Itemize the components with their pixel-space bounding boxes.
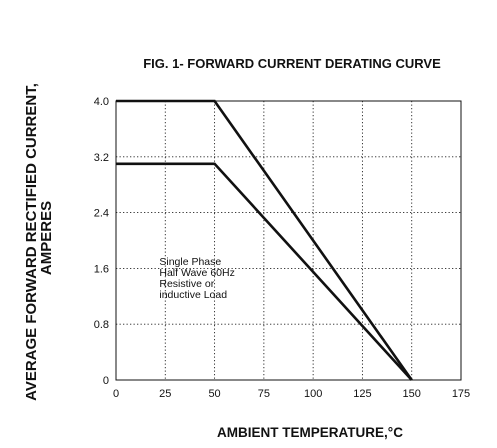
y-tick-label-2: 1.6 [94,263,109,275]
y-axis-label-line-1: AVERAGE FORWARD RECTIFIED CURRENT, [23,83,40,401]
series-group [116,99,413,381]
y-tick-label-5: 4.0 [94,96,109,108]
annotation-line-4: inductive Load [159,289,227,301]
x-tick-label-5: 125 [353,388,371,400]
x-axis-label: AMBIENT TEMPERATURE,°C [217,425,403,440]
annotation-line-3: Resistive or [159,278,214,290]
y-axis-label-line-2: AMPERES [38,201,55,275]
x-tick-label-2: 50 [208,388,220,400]
y-axis-label: AVERAGE FORWARD RECTIFIED CURRENT, AMPER… [23,83,55,401]
y-tick-labels: 0 0.8 1.6 2.4 3.2 4.0 [94,96,109,387]
x-tick-labels: 0 25 50 75 100 125 150 175 [113,388,470,400]
chart-title: FIG. 1- FORWARD CURRENT DERATING CURVE [143,56,441,71]
x-tick-label-6: 150 [403,388,421,400]
y-tick-label-4: 3.2 [94,152,109,164]
y-tick-label-3: 2.4 [94,208,109,220]
plot-frame [115,100,462,381]
annotation-line-1: Single Phase [159,256,221,268]
series-line-2 [116,162,413,381]
annotation-line-2: Half Wave 60Hz [159,267,234,279]
x-tick-label-4: 100 [304,388,322,400]
x-tick-label-1: 25 [159,388,171,400]
x-tick-label-7: 175 [452,388,470,400]
x-tick-label-0: 0 [113,388,119,400]
x-tick-label-3: 75 [258,388,270,400]
y-tick-label-1: 0.8 [94,319,109,331]
grid-lines [116,101,461,380]
series-line-1 [116,99,413,381]
y-tick-label-0: 0 [103,375,109,387]
